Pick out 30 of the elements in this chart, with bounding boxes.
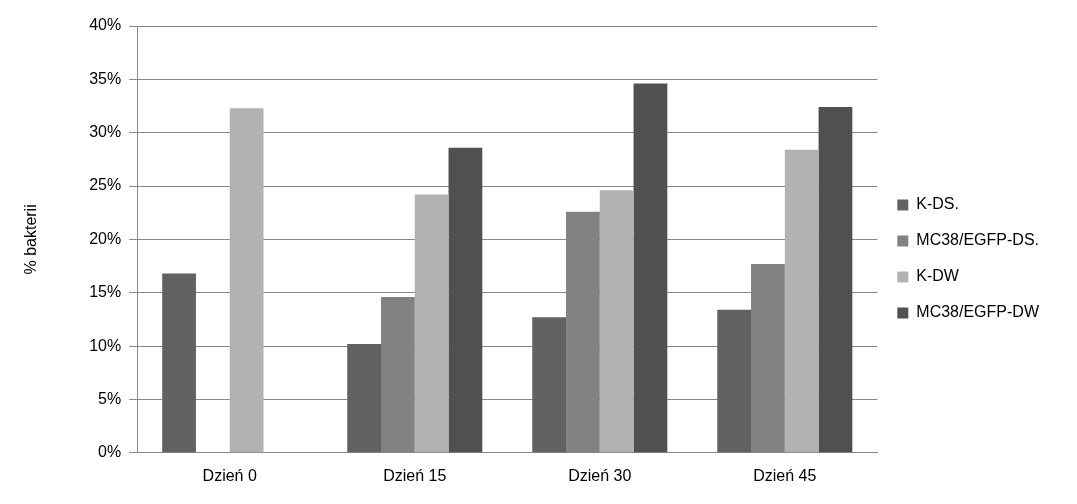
- y-tick-label: 35%: [89, 69, 122, 87]
- y-axis-title: % bakterii: [22, 204, 40, 275]
- legend-label: K-DW: [916, 267, 960, 285]
- bar: [599, 190, 634, 453]
- y-tick-label: 5%: [98, 389, 122, 407]
- bar: [347, 343, 381, 453]
- legend-label: K-DS.: [916, 195, 959, 213]
- bar: [532, 317, 567, 453]
- y-tick-label: 10%: [89, 336, 122, 354]
- x-tick-label: Dzień 30: [568, 466, 632, 484]
- x-tick-label: Dzień 15: [383, 466, 447, 484]
- legend-label: MC38/EGFP-DS.: [916, 231, 1039, 249]
- bar: [784, 149, 819, 453]
- y-tick-label: 40%: [89, 16, 122, 34]
- bar: [818, 107, 853, 453]
- bar: [414, 194, 449, 453]
- y-tick-label: 25%: [89, 176, 122, 194]
- y-tick-label: 0%: [98, 443, 122, 461]
- legend-label: MC38/EGFP-DW: [916, 303, 1040, 321]
- y-tick-label: 20%: [89, 229, 122, 247]
- bar: [162, 273, 196, 453]
- bar: [380, 297, 415, 453]
- x-tick-label: Dzień 0: [202, 466, 257, 484]
- x-tick-label: Dzień 45: [753, 466, 817, 484]
- bar: [717, 309, 752, 453]
- bar: [448, 147, 483, 453]
- bar: [229, 108, 264, 453]
- y-tick-label: 15%: [89, 283, 122, 301]
- bar: [633, 83, 668, 453]
- y-tick-label: 30%: [89, 123, 122, 141]
